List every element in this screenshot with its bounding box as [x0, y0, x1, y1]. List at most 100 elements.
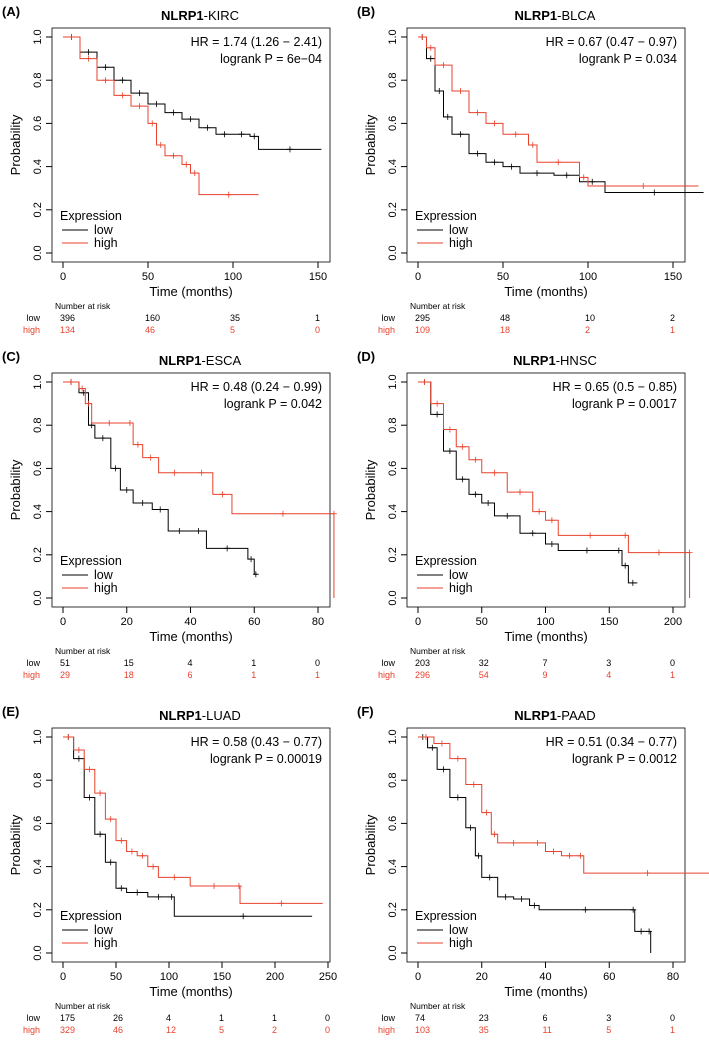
panel-label: (A) [2, 4, 21, 19]
censor-mark-low [459, 476, 466, 483]
censor-mark-low [508, 163, 515, 170]
legend-title: Expression [415, 909, 477, 923]
survival-curve-high [63, 381, 335, 598]
y-tick-label: 0.4 [32, 504, 44, 519]
censor-mark-high [134, 441, 141, 448]
risk-high-count: 1 [315, 670, 320, 680]
risk-low-count: 0 [315, 658, 320, 668]
title-suffix: -ESCA [201, 353, 241, 368]
panel-label: (B) [357, 4, 376, 19]
y-tick-label: 0.0 [387, 945, 399, 960]
chart-title: NLRP1-LUAD [159, 708, 241, 723]
censor-mark-low [502, 893, 509, 900]
title-suffix: -BLCA [557, 8, 596, 23]
y-tick-label: 1.0 [32, 729, 44, 744]
censor-mark-high [446, 426, 453, 433]
legend-label-low: low [449, 923, 469, 937]
y-tick-label: 0.6 [32, 461, 44, 476]
y-tick-label: 0.8 [32, 773, 44, 788]
title-suffix: -HNSC [556, 353, 597, 368]
risk-low-count: 23 [479, 1013, 489, 1023]
km-panel: NLRP1-HNSC 0.0 0.2 0.4 0.6 0.8 1.0 Probability 0… [355, 345, 709, 695]
censor-mark-high [149, 120, 156, 127]
censor-mark-low [622, 562, 629, 569]
title-suffix: -PAAD [557, 708, 596, 723]
risk-low-count: 48 [500, 313, 510, 323]
logrank-p: logrank P = 6e−04 [220, 52, 322, 66]
x-tick-label: 60 [248, 616, 260, 628]
legend-label-low: low [94, 223, 114, 237]
y-axis-label: Probability [8, 114, 23, 175]
x-tick-label: 80 [312, 616, 324, 628]
censor-mark-high [97, 790, 104, 797]
censor-mark-low [170, 109, 177, 116]
censor-mark-low [646, 928, 653, 935]
risk-high-count: 1 [251, 670, 256, 680]
censor-mark-high [170, 152, 177, 159]
censor-mark-low [86, 794, 93, 801]
y-tick-label: 1.0 [387, 729, 399, 744]
censor-mark-high [278, 900, 285, 907]
censor-mark-high [577, 852, 584, 859]
censor-mark-low [491, 159, 498, 166]
risk-low-count: 3 [606, 1013, 611, 1023]
x-tick-label: 250 [319, 971, 337, 983]
censor-mark-low [85, 49, 92, 56]
risk-low-count: 10 [585, 313, 595, 323]
censor-mark-high [225, 191, 232, 198]
risk-high-count: 2 [272, 1025, 277, 1035]
censor-mark-high [580, 174, 587, 181]
legend-label-high: high [94, 236, 118, 250]
censor-mark-high [86, 766, 93, 773]
censor-mark-high [640, 183, 647, 190]
risk-row-label-low: low [381, 658, 395, 668]
censor-mark-high [157, 142, 164, 148]
km-panel: NLRP1-ESCA 0.0 0.2 0.4 0.6 0.8 1.0 Probability 0… [0, 345, 354, 695]
risk-row-label-low: low [26, 1013, 40, 1023]
risk-high-count: 4 [606, 670, 611, 680]
censor-mark-high [534, 839, 541, 846]
censor-mark-low [485, 499, 492, 506]
panel-label: (F) [357, 704, 374, 719]
x-tick-label: 50 [497, 271, 509, 283]
legend-label-high: high [449, 936, 473, 950]
censor-mark-low [102, 64, 109, 71]
y-tick-label: 0.2 [32, 547, 44, 562]
y-axis-label: Probability [363, 114, 378, 175]
risk-high-count: 296 [415, 670, 430, 680]
panel-label: (D) [357, 349, 376, 364]
censor-mark-high [622, 532, 629, 539]
chart-title: NLRP1-BLCA [515, 8, 596, 23]
logrank-p: logrank P = 0.034 [579, 52, 677, 66]
legend-label-high: high [449, 236, 473, 250]
risk-high-count: 5 [230, 325, 235, 335]
risk-low-count: 1 [251, 658, 256, 668]
x-tick-label: 50 [110, 971, 122, 983]
legend-label-low: low [449, 223, 469, 237]
censor-mark-high [454, 755, 461, 762]
x-axis-label: Time (months) [504, 629, 587, 644]
censor-mark-high [422, 734, 429, 740]
y-axis-label: Probability [363, 814, 378, 875]
censor-mark-high [85, 400, 92, 407]
censor-mark-low [444, 113, 451, 120]
censor-mark-low [427, 55, 434, 62]
y-tick-label: 0.0 [387, 590, 399, 605]
risk-low-count: 4 [188, 658, 193, 668]
plot-frame [51, 727, 331, 963]
risk-high-count: 103 [415, 1025, 430, 1035]
risk-row-label-high: high [23, 670, 40, 680]
logrank-p: logrank P = 0.00019 [210, 752, 322, 766]
censor-mark-low [446, 448, 453, 455]
y-tick-label: 0.2 [387, 902, 399, 917]
panel-label: (C) [2, 349, 21, 364]
risk-low-count: 1 [315, 313, 320, 323]
x-tick-label: 40 [539, 971, 551, 983]
y-tick-label: 0.8 [387, 418, 399, 433]
chart-title: NLRP1-PAAD [514, 708, 595, 723]
censor-mark-low [176, 528, 183, 535]
risk-row-label-high: high [23, 325, 40, 335]
censor-mark-low [112, 465, 119, 472]
risk-title: Number at risk [55, 646, 111, 656]
y-tick-label: 0.8 [32, 418, 44, 433]
